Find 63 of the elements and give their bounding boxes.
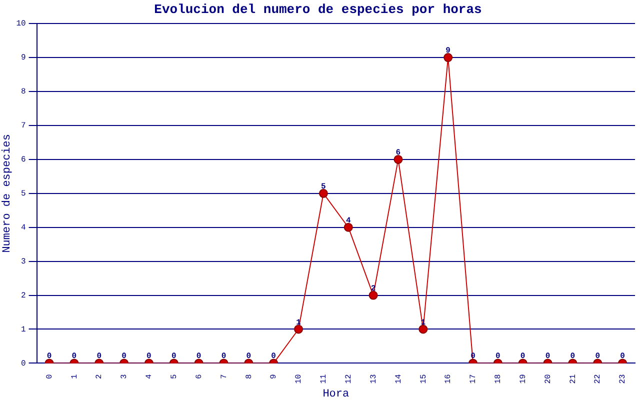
data-label: 9: [446, 46, 451, 56]
y-tick-label: 3: [20, 257, 26, 266]
data-label: 0: [545, 352, 550, 362]
x-tick-label: 14: [394, 374, 404, 384]
y-tick-label: 0: [20, 359, 26, 368]
x-tick-label: 19: [518, 374, 528, 384]
y-tick-label: 4: [20, 223, 26, 232]
data-label: 6: [396, 148, 401, 158]
data-label: 0: [595, 352, 600, 362]
x-tick-label: 21: [568, 374, 578, 384]
x-tick-label: 10: [294, 374, 304, 384]
point: [344, 222, 353, 232]
x-tick-label: 15: [419, 374, 428, 384]
x-tick-label: 9: [270, 374, 279, 380]
y-tick-label: 10: [16, 20, 26, 29]
point: [444, 53, 453, 62]
y-tick-label: 5: [20, 190, 26, 199]
chart-title: Evolucion del numero de especies por horas: [154, 2, 482, 18]
point: [368, 290, 378, 300]
x-tick-label: 12: [344, 374, 354, 384]
data-label: 0: [271, 352, 276, 362]
x-tick-label: 0: [45, 374, 54, 380]
data-label: 0: [496, 352, 501, 362]
data-label: 0: [72, 352, 77, 362]
y-axis-title: Numero de especies: [2, 134, 14, 253]
x-tick-label: 1: [70, 374, 80, 380]
x-tick-label: 5: [170, 374, 180, 380]
data-label: 0: [520, 352, 526, 362]
y-tick-label: 8: [20, 88, 26, 97]
x-tick-label: 20: [544, 374, 553, 384]
data-label: 0: [196, 352, 202, 362]
data-label: 0: [620, 352, 626, 362]
x-tick-label: 23: [618, 374, 628, 384]
data-label: 0: [246, 352, 252, 362]
x-tick-label: 3: [120, 374, 130, 380]
data-label: 5: [321, 182, 326, 192]
data-label: 0: [122, 352, 127, 362]
data-label: 0: [570, 352, 576, 362]
y-tick-label: 9: [20, 54, 26, 63]
data-label: 0: [221, 352, 226, 362]
x-tick-label: 7: [220, 374, 229, 380]
y-tick-label: 2: [20, 291, 26, 300]
point: [318, 188, 328, 198]
x-tick-label: 18: [494, 374, 504, 384]
y-tick-label: 1: [20, 325, 26, 334]
x-tick-label: 6: [194, 374, 204, 380]
point: [394, 154, 403, 164]
x-tick-label: 13: [369, 374, 378, 384]
data-label: 4: [346, 216, 351, 226]
y-tick-label: 6: [20, 156, 26, 165]
x-tick-label: 4: [145, 374, 154, 380]
data-label: 0: [46, 352, 52, 362]
data-label: 0: [171, 352, 176, 362]
x-tick-label: 22: [594, 374, 603, 384]
x-tick-label: 16: [444, 374, 454, 384]
x-tick-label: 11: [320, 374, 329, 384]
x-tick-label: 17: [469, 374, 478, 384]
x-tick-label: 2: [95, 374, 104, 380]
x-axis-title: Hora: [322, 388, 350, 400]
y-tick-label: 7: [20, 122, 26, 131]
data-label: 0: [146, 352, 152, 362]
x-tick-label: 8: [244, 374, 254, 380]
data-label: 0: [96, 352, 102, 362]
